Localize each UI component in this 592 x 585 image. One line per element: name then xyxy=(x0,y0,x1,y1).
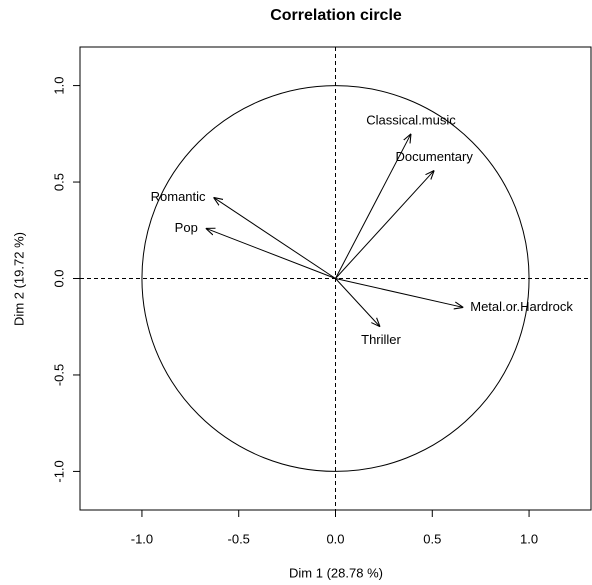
vector-arrow xyxy=(335,278,464,308)
vector-arrow xyxy=(214,197,336,279)
vector-label: Classical.music xyxy=(366,112,456,127)
y-tick-label: -1.0 xyxy=(51,460,66,482)
vector-label: Documentary xyxy=(396,149,474,164)
vector-arrow xyxy=(335,134,411,279)
y-tick-label: 0.5 xyxy=(51,173,66,191)
x-tick-label: 1.0 xyxy=(520,531,538,546)
y-tick-label: 1.0 xyxy=(51,77,66,95)
x-tick-label: 0.5 xyxy=(423,531,441,546)
x-tick-label: -1.0 xyxy=(131,531,153,546)
vector-arrow xyxy=(335,170,435,279)
vector-label: Pop xyxy=(175,220,198,235)
vector-arrow xyxy=(206,228,336,279)
chart-title: Correlation circle xyxy=(270,7,402,24)
vector-label: Thriller xyxy=(361,332,401,347)
x-tick-label: 0.0 xyxy=(326,531,344,546)
vector-arrow xyxy=(335,278,381,327)
vector-label: Metal.or.Hardrock xyxy=(470,299,573,314)
y-tick-label: -0.5 xyxy=(51,364,66,386)
unit-circle xyxy=(141,85,530,472)
y-axis-label: Dim 2 (19.72 %) xyxy=(11,232,26,326)
vector-label: Romantic xyxy=(151,189,206,204)
x-axis-label: Dim 1 (28.78 %) xyxy=(289,565,383,580)
x-tick-label: -0.5 xyxy=(228,531,250,546)
y-tick-label: 0.0 xyxy=(51,269,66,287)
